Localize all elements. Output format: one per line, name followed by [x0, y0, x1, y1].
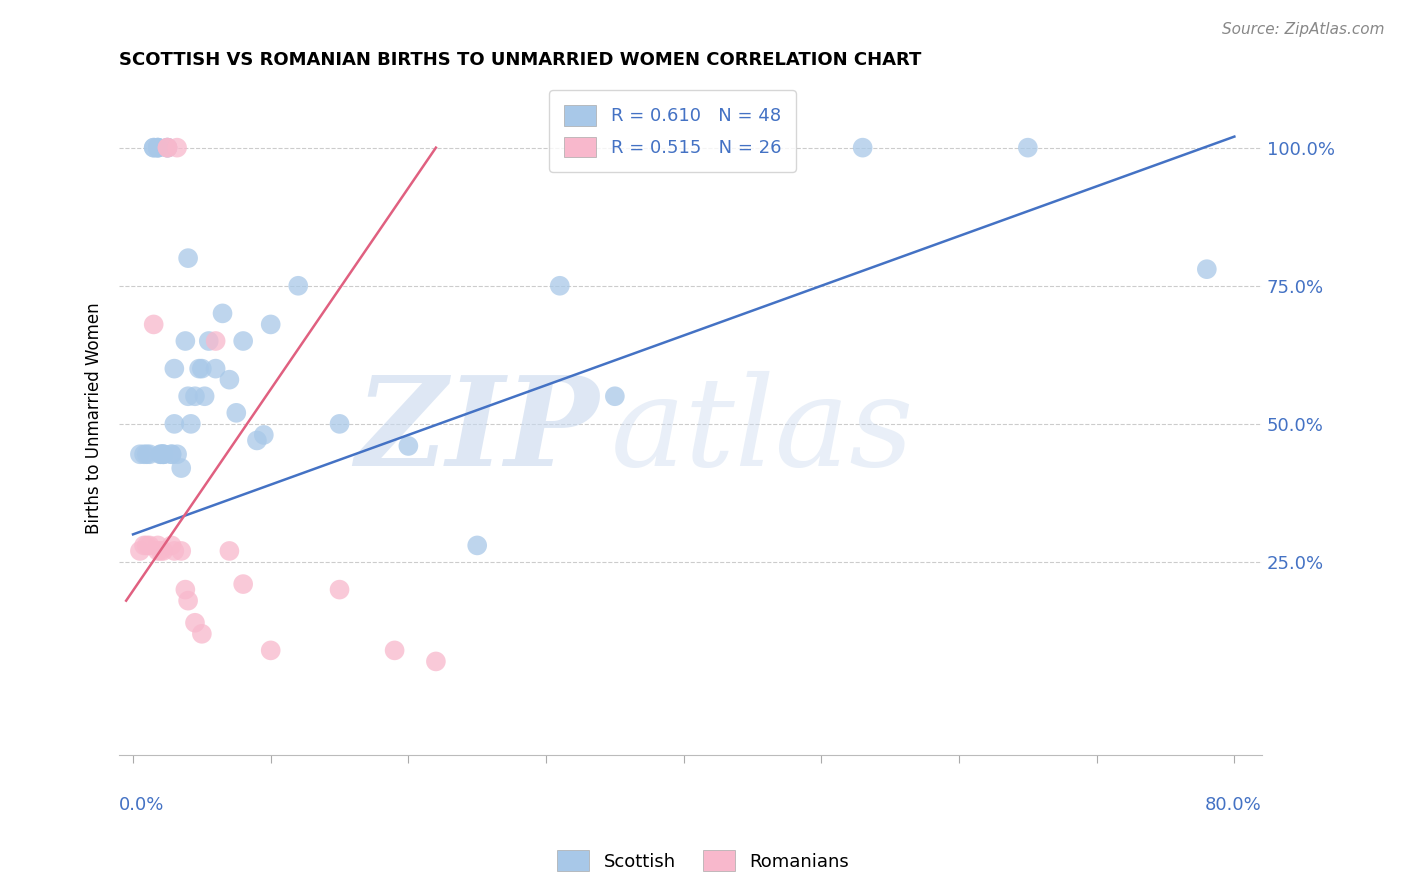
Point [149, 544, 172, 558]
Point [177, 593, 200, 607]
Point [328, 417, 350, 431]
Point [170, 461, 193, 475]
Point [152, 447, 174, 461]
Point [194, 389, 217, 403]
Point [129, 544, 152, 558]
Point [177, 389, 200, 403]
Point [287, 278, 309, 293]
Point [197, 334, 219, 348]
Point [146, 141, 169, 155]
Point [177, 251, 200, 265]
Point [135, 538, 157, 552]
Point [211, 306, 233, 320]
Point [146, 141, 169, 155]
Point [246, 434, 269, 448]
Point [384, 643, 406, 657]
Point [135, 447, 157, 461]
Point [852, 141, 875, 155]
Text: ZIP: ZIP [356, 371, 599, 492]
Point [218, 544, 240, 558]
Point [160, 538, 183, 552]
Point [170, 544, 193, 558]
Point [232, 577, 254, 591]
Point [174, 582, 197, 597]
Point [160, 447, 183, 461]
Point [163, 361, 186, 376]
Point [425, 655, 447, 669]
Point [129, 447, 152, 461]
Point [174, 334, 197, 348]
Point [260, 318, 283, 332]
Point [142, 318, 165, 332]
Point [149, 447, 172, 461]
Point [603, 389, 626, 403]
Point [396, 439, 419, 453]
Point [132, 447, 155, 461]
Point [204, 361, 226, 376]
Point [156, 141, 179, 155]
Point [138, 538, 160, 552]
Point [548, 278, 571, 293]
Point [138, 447, 160, 461]
Y-axis label: Births to Unmarried Women: Births to Unmarried Women [86, 302, 103, 534]
Point [146, 538, 169, 552]
Point [328, 582, 350, 597]
Legend: Scottish, Romanians: Scottish, Romanians [550, 843, 856, 879]
Point [156, 141, 179, 155]
Text: 80.0%: 80.0% [1205, 796, 1263, 814]
Point [232, 334, 254, 348]
Point [132, 538, 155, 552]
Legend: R = 0.610   N = 48, R = 0.515   N = 26: R = 0.610 N = 48, R = 0.515 N = 26 [550, 90, 796, 172]
Point [184, 615, 207, 630]
Point [188, 361, 211, 376]
Point [142, 141, 165, 155]
Text: 0.0%: 0.0% [120, 796, 165, 814]
Point [225, 406, 247, 420]
Point [163, 417, 186, 431]
Point [152, 544, 174, 558]
Point [160, 447, 183, 461]
Text: SCOTTISH VS ROMANIAN BIRTHS TO UNMARRIED WOMEN CORRELATION CHART: SCOTTISH VS ROMANIAN BIRTHS TO UNMARRIED… [120, 51, 922, 69]
Point [465, 538, 488, 552]
Point [1195, 262, 1218, 277]
Point [156, 141, 179, 155]
Point [146, 141, 169, 155]
Point [1017, 141, 1039, 155]
Point [163, 544, 186, 558]
Point [218, 373, 240, 387]
Point [152, 447, 174, 461]
Point [142, 141, 165, 155]
Point [184, 389, 207, 403]
Point [191, 361, 214, 376]
Point [146, 544, 169, 558]
Point [166, 447, 188, 461]
Text: atlas: atlas [610, 371, 914, 492]
Point [204, 334, 226, 348]
Text: Source: ZipAtlas.com: Source: ZipAtlas.com [1222, 22, 1385, 37]
Point [180, 417, 202, 431]
Point [156, 141, 179, 155]
Point [149, 447, 172, 461]
Point [166, 141, 188, 155]
Point [152, 447, 174, 461]
Point [260, 643, 283, 657]
Point [191, 627, 214, 641]
Point [253, 428, 276, 442]
